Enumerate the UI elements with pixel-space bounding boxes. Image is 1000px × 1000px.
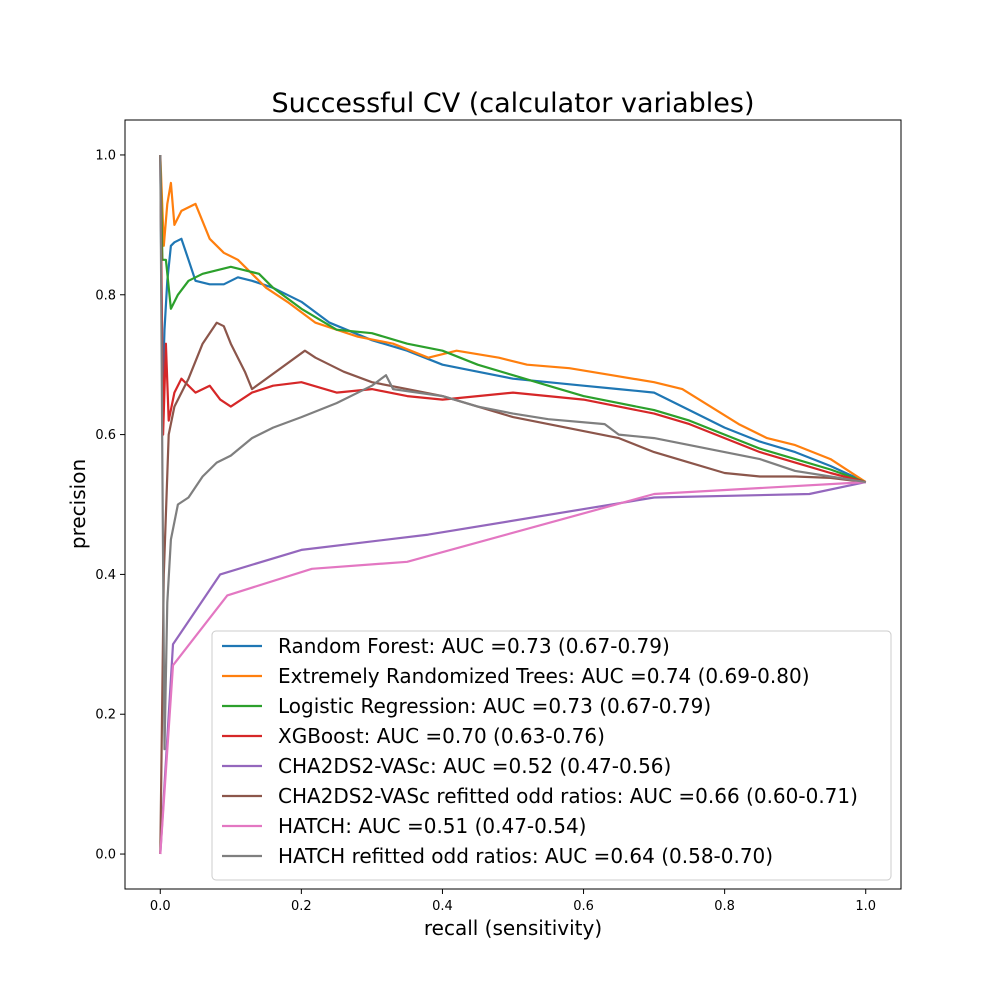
legend-label-0: Random Forest: AUC =0.73 (0.67-0.79) <box>278 634 670 658</box>
chart-title: Successful CV (calculator variables) <box>271 88 754 119</box>
y-tick-label: 0.4 <box>95 568 116 583</box>
legend-label-4: CHA2DS2-VASc: AUC =0.52 (0.47-0.56) <box>278 754 671 778</box>
x-axis-title: recall (sensitivity) <box>424 916 602 940</box>
y-axis-title: precision <box>66 459 90 549</box>
x-tick-label: 0.4 <box>432 899 453 914</box>
series-layer <box>159 154 867 855</box>
ticks-layer: 0.0 0.2 0.4 0.6 0.8 1.0 0.0 0.2 0.4 0.6 0.8 1.0 <box>95 148 876 914</box>
series-line-0 <box>159 154 867 484</box>
y-tick-label: 1.0 <box>95 148 116 163</box>
x-tick-label: 0.0 <box>150 899 171 914</box>
y-tick-label: 0.0 <box>95 848 116 863</box>
series-line-2 <box>159 154 867 484</box>
series-line-1 <box>159 154 867 484</box>
legend-box <box>211 630 892 881</box>
x-tick-label: 0.6 <box>573 899 594 914</box>
x-tick-label: 0.8 <box>714 899 735 914</box>
y-tick-label: 0.6 <box>95 428 116 443</box>
plot-frame <box>124 119 902 890</box>
series-line-6 <box>159 481 866 855</box>
legend-label-1: Extremely Randomized Trees: AUC =0.74 (0… <box>278 664 810 688</box>
series-line-3 <box>159 154 866 484</box>
legend-label-7: HATCH refitted odd ratios: AUC =0.64 (0.… <box>278 844 773 868</box>
legend-label-5: CHA2DS2-VASc refitted odd ratios: AUC =0… <box>278 784 858 808</box>
legend: Random Forest: AUC =0.73 (0.67-0.79) Extr… <box>211 630 892 881</box>
y-tick-label: 0.2 <box>95 708 116 723</box>
series-line-4 <box>159 481 866 855</box>
legend-label-2: Logistic Regression: AUC =0.73 (0.67-0.7… <box>278 694 711 718</box>
legend-label-3: XGBoost: AUC =0.70 (0.63-0.76) <box>278 724 605 748</box>
series-line-5 <box>159 321 866 855</box>
x-tick-label: 0.2 <box>291 899 312 914</box>
legend-label-6: HATCH: AUC =0.51 (0.47-0.54) <box>278 814 587 838</box>
y-tick-label: 0.8 <box>95 288 116 303</box>
x-tick-label: 1.0 <box>855 899 876 914</box>
series-line-7 <box>159 154 866 751</box>
